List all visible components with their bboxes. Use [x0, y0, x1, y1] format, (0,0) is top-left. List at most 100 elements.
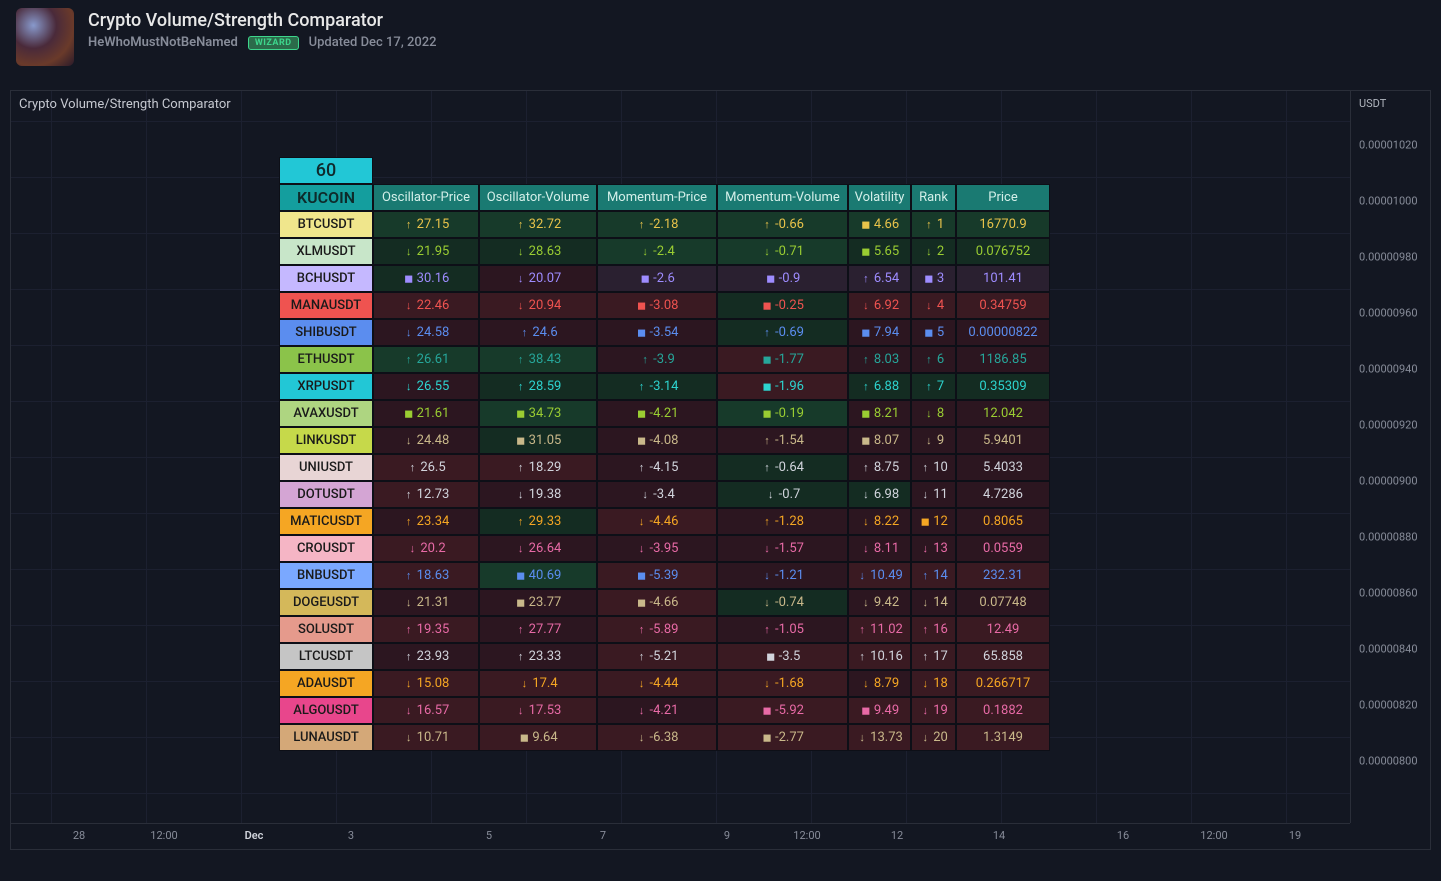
x-axis-tick: 12:00	[793, 829, 820, 842]
symbol-cell[interactable]: LINKUSDT	[279, 427, 373, 454]
table-cell: 65.858	[956, 643, 1050, 670]
table-row[interactable]: MATICUSDT↑23.34↑29.33↓-4.46↑-1.28↓8.22◼1…	[279, 508, 1050, 535]
y-axis-tick: 0.00000900	[1359, 475, 1418, 488]
table-row[interactable]: BCHUSDT◼30.16↓20.07◼-2.6◼-0.9↑6.54◼3101.…	[279, 265, 1050, 292]
symbol-cell[interactable]: XLMUSDT	[279, 238, 373, 265]
x-axis-tick: 9	[724, 829, 730, 842]
symbol-cell[interactable]: LTCUSDT	[279, 643, 373, 670]
table-row[interactable]: MANAUSDT↓22.46↓20.94◼-3.08◼-0.25↓6.92↓40…	[279, 292, 1050, 319]
table-row[interactable]: ALGOUSDT↓16.57↓17.53↓-4.21◼-5.92◼9.49↓19…	[279, 697, 1050, 724]
table-cell: ↓21.95	[373, 238, 479, 265]
symbol-cell[interactable]: LUNAUSDT	[279, 724, 373, 751]
table-cell: ↓2	[911, 238, 956, 265]
symbol-cell[interactable]: MANAUSDT	[279, 292, 373, 319]
symbol-cell[interactable]: AVAXUSDT	[279, 400, 373, 427]
table-cell: ↓22.46	[373, 292, 479, 319]
table-cell: ↑6.88	[848, 373, 911, 400]
price-axis: USDT 0.000010200.000010000.000009800.000…	[1350, 91, 1430, 823]
symbol-cell[interactable]: ALGOUSDT	[279, 697, 373, 724]
chart-pane[interactable]: Crypto Volume/Strength Comparator 60 KUC…	[10, 90, 1431, 850]
table-row[interactable]: XLMUSDT↓21.95↓28.63↓-2.4↓-0.71◼5.65↓20.0…	[279, 238, 1050, 265]
table-cell: ◼30.16	[373, 265, 479, 292]
table-cell: ↑23.33	[479, 643, 597, 670]
table-cell: ◼-3.08	[597, 292, 717, 319]
symbol-cell[interactable]: XRPUSDT	[279, 373, 373, 400]
table-row[interactable]: ETHUSDT↑26.61↑38.43↑-3.9◼-1.77↑8.03↑6118…	[279, 346, 1050, 373]
table-cell: ↓20.94	[479, 292, 597, 319]
table-row[interactable]: ADAUSDT↓15.08↓17.4↓-4.44↓-1.68↓8.79↓180.…	[279, 670, 1050, 697]
table-row[interactable]: BTCUSDT↑27.15↑32.72↑-2.18↑-0.66◼4.66↑116…	[279, 211, 1050, 238]
exchange-label[interactable]: KUCOIN	[279, 184, 373, 211]
col-header: Oscillator-Price	[373, 184, 479, 211]
table-row[interactable]: DOGEUSDT↓21.31◼23.77◼-4.66↓-0.74↓9.42↓14…	[279, 589, 1050, 616]
table-cell: ↓-1.68	[717, 670, 848, 697]
y-axis-tick: 0.00000980	[1359, 251, 1418, 264]
y-axis-tick: 0.00000920	[1359, 419, 1418, 432]
author-avatar[interactable]	[16, 8, 74, 66]
table-row[interactable]: DOTUSDT↑12.73↓19.38↓-3.4↓-0.7↓6.98↓114.7…	[279, 481, 1050, 508]
y-axis-tick: 0.00000960	[1359, 307, 1418, 320]
comparator-table: 60 KUCOIN Oscillator-Price Oscillator-Vo…	[279, 157, 1050, 751]
symbol-cell[interactable]: ETHUSDT	[279, 346, 373, 373]
table-cell: ◼-1.96	[717, 373, 848, 400]
table-cell: ↓14	[911, 589, 956, 616]
col-header: Price	[956, 184, 1050, 211]
table-row[interactable]: AVAXUSDT◼21.61◼34.73◼-4.21◼-0.19◼8.21↓81…	[279, 400, 1050, 427]
symbol-cell[interactable]: BNBUSDT	[279, 562, 373, 589]
table-cell: ↓-4.46	[597, 508, 717, 535]
table-cell: ◼9.49	[848, 697, 911, 724]
table-cell: ◼-4.08	[597, 427, 717, 454]
symbol-cell[interactable]: SHIBUSDT	[279, 319, 373, 346]
y-axis-tick: 0.00000820	[1359, 699, 1418, 712]
table-cell: ↓28.63	[479, 238, 597, 265]
table-cell: ◼3	[911, 265, 956, 292]
table-row[interactable]: LINKUSDT↓24.48◼31.05◼-4.08↑-1.54◼8.07↓95…	[279, 427, 1050, 454]
table-row[interactable]: LUNAUSDT↓10.71◼9.64↓-6.38◼-2.77↓13.73↓20…	[279, 724, 1050, 751]
table-row[interactable]: XRPUSDT↓26.55↑28.59↑-3.14◼-1.96↑6.88↑70.…	[279, 373, 1050, 400]
table-cell: ↑6	[911, 346, 956, 373]
pane-label: Crypto Volume/Strength Comparator	[19, 97, 231, 112]
page-title: Crypto Volume/Strength Comparator	[88, 10, 437, 31]
table-cell: ↓6.92	[848, 292, 911, 319]
symbol-cell[interactable]: BCHUSDT	[279, 265, 373, 292]
table-cell: ◼8.07	[848, 427, 911, 454]
author-name[interactable]: HeWhoMustNotBeNamed	[88, 35, 238, 50]
table-cell: ↓21.31	[373, 589, 479, 616]
table-row[interactable]: LTCUSDT↑23.93↑23.33↑-5.21◼-3.5↑10.16↑176…	[279, 643, 1050, 670]
symbol-cell[interactable]: MATICUSDT	[279, 508, 373, 535]
table-cell: ↑10	[911, 454, 956, 481]
symbol-cell[interactable]: DOGEUSDT	[279, 589, 373, 616]
table-cell: ↓-0.7	[717, 481, 848, 508]
table-cell: ↑-2.18	[597, 211, 717, 238]
symbol-cell[interactable]: ADAUSDT	[279, 670, 373, 697]
col-header: Momentum-Price	[597, 184, 717, 211]
table-cell: 16770.9	[956, 211, 1050, 238]
table-cell: ↑-3.9	[597, 346, 717, 373]
table-cell: ↓18	[911, 670, 956, 697]
table-row[interactable]: UNIUSDT↑26.5↑18.29↑-4.15↑-0.64↑8.75↑105.…	[279, 454, 1050, 481]
table-cell: ↑27.77	[479, 616, 597, 643]
x-axis-tick: 12	[891, 829, 903, 842]
table-row[interactable]: SHIBUSDT↓24.58↑24.6◼-3.54↑-0.69◼7.94◼50.…	[279, 319, 1050, 346]
symbol-cell[interactable]: DOTUSDT	[279, 481, 373, 508]
page-header: Crypto Volume/Strength Comparator HeWhoM…	[0, 0, 1441, 74]
table-cell: ◼-3.54	[597, 319, 717, 346]
table-cell: ↓20.07	[479, 265, 597, 292]
timeframe-pill[interactable]: 60	[279, 157, 373, 184]
table-cell: ◼12	[911, 508, 956, 535]
symbol-cell[interactable]: CROUSDT	[279, 535, 373, 562]
table-cell: ◼31.05	[479, 427, 597, 454]
symbol-cell[interactable]: BTCUSDT	[279, 211, 373, 238]
table-row[interactable]: BNBUSDT↑18.63◼40.69◼-5.39↓-1.21↓10.49↑14…	[279, 562, 1050, 589]
table-cell: 12.49	[956, 616, 1050, 643]
table-row[interactable]: SOLUSDT↑19.35↑27.77↑-5.89↑-1.05↑11.02↑16…	[279, 616, 1050, 643]
x-axis-tick: Dec	[245, 829, 264, 842]
table-cell: ↓6.98	[848, 481, 911, 508]
symbol-cell[interactable]: UNIUSDT	[279, 454, 373, 481]
symbol-cell[interactable]: SOLUSDT	[279, 616, 373, 643]
table-row[interactable]: CROUSDT↓20.2↓26.64↓-3.95↓-1.57↓8.11↓130.…	[279, 535, 1050, 562]
table-cell: ◼21.61	[373, 400, 479, 427]
table-cell: ↑38.43	[479, 346, 597, 373]
table-cell: ↑-4.15	[597, 454, 717, 481]
table-cell: ◼-5.39	[597, 562, 717, 589]
